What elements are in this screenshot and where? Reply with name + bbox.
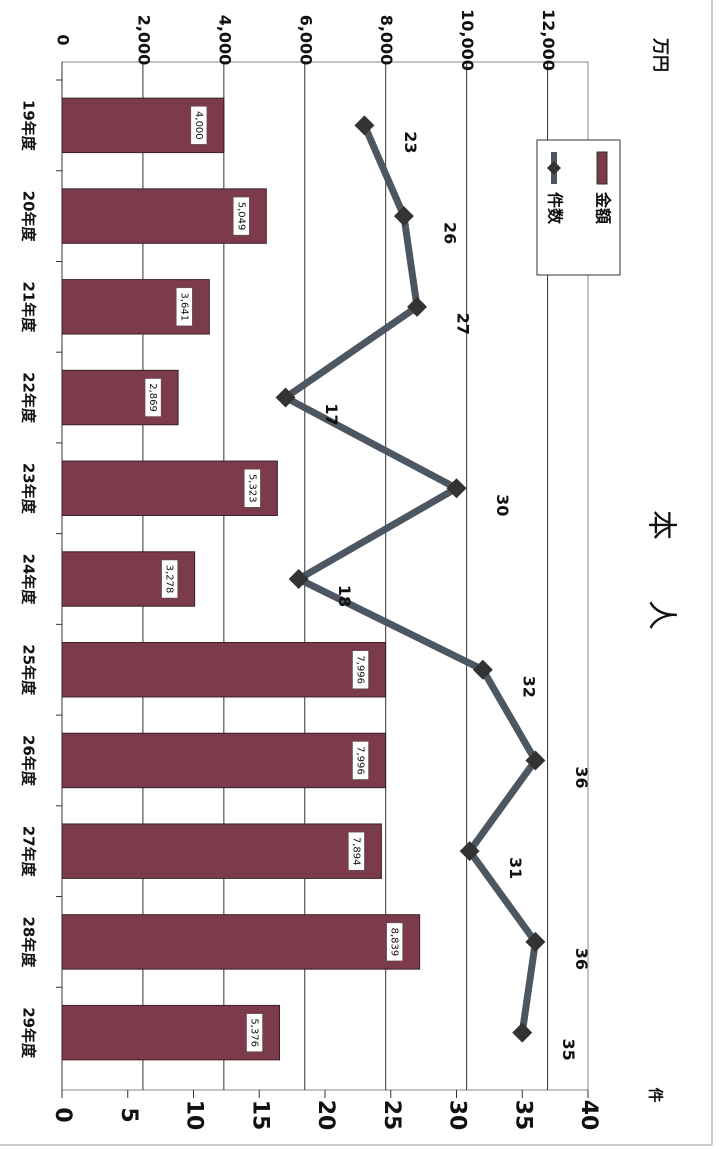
marker xyxy=(354,115,375,136)
y-axis-label: 万円 xyxy=(650,37,670,72)
y2-tick-label: 30 xyxy=(445,1100,470,1131)
bar xyxy=(61,642,387,698)
data-label: 2,869 xyxy=(147,383,158,412)
bar xyxy=(61,823,382,879)
y2-tick-label: 15 xyxy=(247,1100,272,1131)
data-label: 31 xyxy=(506,857,525,879)
data-label: 23 xyxy=(401,131,420,153)
y2-tick-label: 5 xyxy=(116,1107,141,1122)
data-label: 7,996 xyxy=(355,655,366,684)
marker xyxy=(288,569,309,589)
legend-swatch xyxy=(596,151,608,185)
marker xyxy=(446,478,467,499)
marker xyxy=(525,750,546,771)
legend-label: 件数 xyxy=(546,192,565,225)
legend-label: 金額 xyxy=(594,191,613,224)
marker xyxy=(472,659,493,680)
x-tick-label: 27年度 xyxy=(20,826,38,878)
data-label: 7,894 xyxy=(350,837,361,866)
marker xyxy=(525,931,546,952)
y-tick-label: 2,000 xyxy=(134,15,153,66)
bar xyxy=(61,188,267,244)
data-label: 30 xyxy=(493,494,512,516)
data-label: 5,049 xyxy=(235,202,246,231)
bar xyxy=(61,1004,281,1061)
x-tick-label: 22年度 xyxy=(20,372,38,424)
data-label-box xyxy=(386,922,403,962)
y2-tick-label: 35 xyxy=(510,1100,535,1131)
data-label: 3,641 xyxy=(178,292,189,321)
data-label: 36 xyxy=(572,766,591,788)
data-label: 35 xyxy=(559,1039,578,1061)
marker xyxy=(407,296,428,317)
data-label: 32 xyxy=(519,676,538,698)
marker xyxy=(393,206,414,227)
data-label: 7,996 xyxy=(355,746,366,775)
data-label-box xyxy=(352,650,369,689)
marker xyxy=(459,841,480,862)
y-tick-label: 4,000 xyxy=(215,15,234,66)
x-tick-label: 20年度 xyxy=(20,191,38,243)
data-label-box xyxy=(233,196,250,236)
bar xyxy=(61,460,278,516)
data-label: 5,323 xyxy=(246,474,257,503)
y-tick-label: 12,000 xyxy=(539,9,558,71)
x-tick-label: 19年度 xyxy=(20,100,38,152)
marker xyxy=(275,387,296,408)
y2-tick-label: 10 xyxy=(182,1100,207,1131)
y2-tick-label: 25 xyxy=(379,1100,404,1131)
y-tick-label: 6,000 xyxy=(296,15,315,66)
data-label: 36 xyxy=(572,948,591,970)
x-tick-label: 24年度 xyxy=(20,554,38,606)
data-label-box xyxy=(244,469,261,508)
legend-marker xyxy=(547,161,561,175)
y-tick-label: 8,000 xyxy=(377,15,396,66)
marker xyxy=(512,1022,533,1043)
data-label-box xyxy=(190,106,208,145)
data-label-box xyxy=(176,287,193,327)
data-label-box xyxy=(161,559,178,599)
data-label: 17 xyxy=(322,403,341,425)
bar xyxy=(61,732,387,789)
bar xyxy=(61,97,225,154)
x-tick-label: 25年度 xyxy=(20,644,38,696)
data-label-box xyxy=(246,1013,263,1052)
y-tick-label: 0 xyxy=(54,34,73,45)
x-tick-label: 21年度 xyxy=(20,281,38,333)
y-tick-label: 10,000 xyxy=(458,9,477,71)
data-label: 5,376 xyxy=(249,1018,260,1047)
bar xyxy=(61,279,210,335)
y2-tick-label: 40 xyxy=(576,1100,601,1131)
x-tick-label: 23年度 xyxy=(20,463,38,515)
data-label: 18 xyxy=(335,585,354,607)
chart-title: 本人 xyxy=(644,510,679,690)
y2-tick-label: 0 xyxy=(50,1107,75,1122)
data-label: 3,278 xyxy=(164,565,175,594)
data-label-box xyxy=(352,741,369,780)
data-label: 8,839 xyxy=(389,928,400,957)
x-tick-label: 29年度 xyxy=(20,1007,38,1059)
data-label-box xyxy=(348,831,365,871)
data-label-box xyxy=(144,378,162,417)
data-label: 27 xyxy=(454,313,473,335)
data-label: 26 xyxy=(440,222,459,244)
y2-tick-label: 20 xyxy=(313,1100,338,1131)
bar xyxy=(61,914,421,970)
data-label: 4,000 xyxy=(193,111,204,140)
rotated-chart: 本人 万円 件 0 2,000 4,000 6,000 8,000 10,000 12,00… xyxy=(20,9,679,1130)
y2-axis-label: 件 xyxy=(647,1087,665,1102)
x-tick-label: 28年度 xyxy=(20,916,38,968)
x-tick-label: 26年度 xyxy=(20,735,38,787)
